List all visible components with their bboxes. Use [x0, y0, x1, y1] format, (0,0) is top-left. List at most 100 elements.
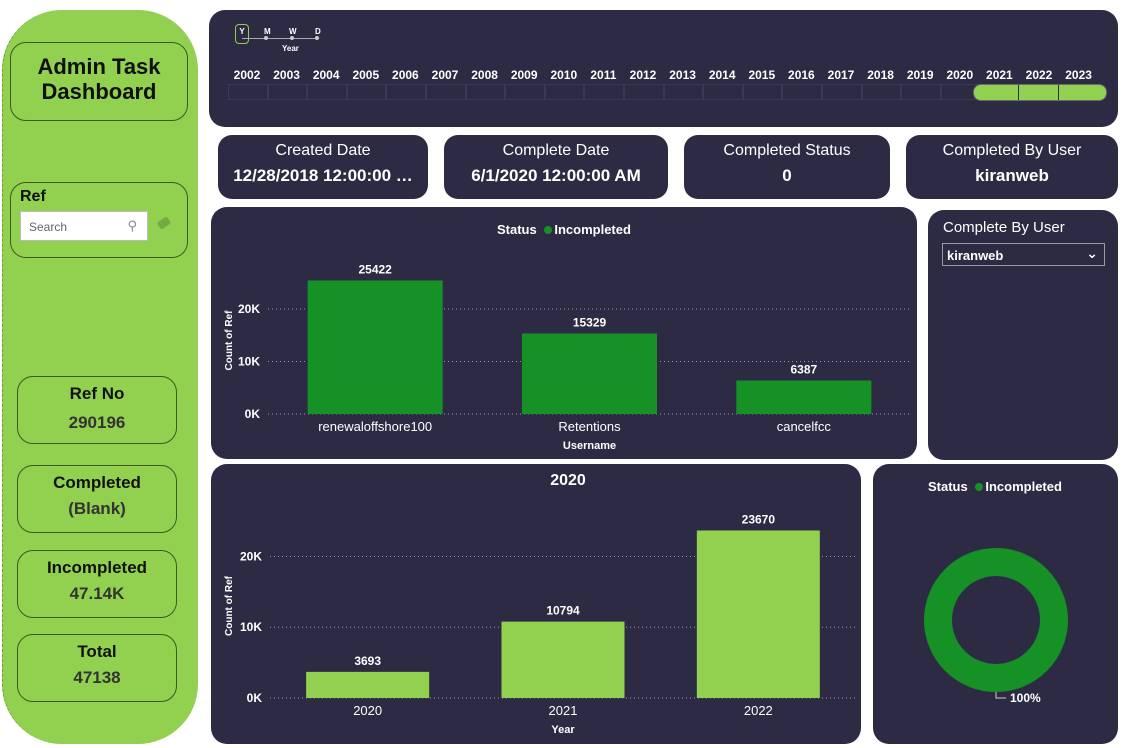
granularity-month[interactable]: M: [264, 27, 271, 36]
timeline-cell[interactable]: [742, 84, 783, 100]
year-chart-panel: 0K 10K 20K 3693 2020 10794 2021 23670 2022 Year Co…: [211, 464, 861, 744]
y-tick-label: 0K: [247, 691, 263, 705]
ref-search-input[interactable]: Search ⚲: [20, 211, 148, 241]
selection-divider: [1018, 85, 1019, 100]
x-tick-label: Retentions: [558, 419, 621, 434]
card-label: Completed By User: [942, 142, 1082, 159]
x-tick-label: 2020: [353, 703, 382, 718]
donut-data-label: 100%: [1010, 691, 1041, 705]
status-donut-chart: 100%: [924, 548, 1068, 705]
kpi-label: Completed: [53, 473, 141, 492]
timeline-cell[interactable]: [663, 84, 704, 100]
card-label: Complete Date: [502, 142, 610, 159]
granularity-track: [242, 38, 318, 39]
timeline-year[interactable]: 2009: [510, 68, 538, 82]
timeline-cell[interactable]: [703, 84, 743, 100]
card-complete-date: Complete Date 6/1/2020 12:00:00 AM: [444, 135, 668, 199]
timeline-year[interactable]: 2014: [708, 68, 736, 82]
timeline-cell[interactable]: [386, 84, 426, 100]
x-tick-label: 2022: [744, 703, 773, 718]
kpi-value: 290196: [68, 413, 126, 432]
timeline-selection[interactable]: [973, 84, 1107, 101]
legend-marker: [544, 226, 553, 234]
timeline-cell[interactable]: [901, 84, 941, 100]
kpi-label: Incompleted: [46, 558, 148, 577]
timeline-year[interactable]: 2012: [629, 68, 657, 82]
granularity-dot: [315, 36, 319, 40]
bar-data-label: 10794: [546, 604, 580, 618]
timeline-slicer: Y M W D Year 2002 2003 2004 2005 2006 2007 200…: [209, 10, 1118, 127]
card-completed-status: Completed Status 0: [684, 135, 890, 199]
granularity-year[interactable]: Y: [235, 24, 249, 44]
timeline-cell[interactable]: [426, 84, 466, 100]
timeline-year[interactable]: 2013: [669, 68, 696, 82]
timeline-year[interactable]: 2021: [986, 68, 1013, 82]
card-label: Completed Status: [723, 142, 851, 159]
timeline-year[interactable]: 2015: [748, 68, 776, 82]
timeline-year[interactable]: 2008: [471, 68, 498, 82]
timeline-year[interactable]: 2023: [1065, 68, 1092, 82]
y-tick-label: 20K: [240, 549, 262, 563]
timeline-year[interactable]: 2019: [906, 68, 934, 82]
timeline-cell[interactable]: [624, 84, 664, 100]
granularity-dot: [290, 36, 294, 40]
selection-divider: [1058, 85, 1059, 100]
timeline-cell[interactable]: [861, 84, 902, 100]
eraser-icon[interactable]: [156, 216, 172, 230]
dropdown-label: Complete By User: [943, 219, 1065, 236]
kpi-label: Ref No: [69, 384, 125, 403]
dashboard-title-line2: Dashboard: [41, 79, 157, 104]
timeline-year[interactable]: 2006: [392, 68, 419, 82]
donut-leader-line: [995, 692, 1006, 699]
y-tick-label: 0K: [245, 407, 261, 421]
bar: [306, 671, 430, 698]
timeline-cell[interactable]: [307, 84, 347, 100]
timeline-year[interactable]: 2016: [788, 68, 815, 82]
y-axis-title: Count of Ref: [224, 575, 235, 636]
year-bar-chart: 0K 10K 20K 3693 2020 10794 2021 23670 2022 Year Co…: [224, 472, 856, 736]
donut-legend: Status Incompleted: [928, 479, 1062, 494]
search-icon: ⚲: [127, 218, 137, 233]
timeline-cell[interactable]: [782, 84, 822, 100]
x-tick-label: cancelfcc: [777, 419, 832, 434]
bar: [522, 333, 657, 414]
timeline-year[interactable]: 2004: [312, 68, 340, 82]
kpi-value: 47.14K: [69, 584, 125, 603]
timeline-cell[interactable]: [584, 84, 624, 100]
timeline-cell[interactable]: [228, 84, 268, 100]
ref-slicer-label: Ref: [20, 188, 46, 205]
kpi-value: (Blank): [68, 499, 126, 518]
granularity-week[interactable]: W: [289, 27, 297, 36]
timeline-year[interactable]: 2010: [550, 68, 578, 82]
timeline-year[interactable]: 2018: [867, 68, 894, 82]
timeline-year[interactable]: 2022: [1025, 68, 1053, 82]
timeline-year[interactable]: 2005: [352, 68, 380, 82]
chart-legend: Status Incompleted: [497, 222, 631, 237]
granularity-dot: [264, 36, 268, 40]
timeline-year[interactable]: 2002: [233, 68, 261, 82]
bar: [696, 530, 820, 698]
user-dropdown[interactable]: kiranweb ⌄: [942, 243, 1105, 266]
legend-marker: [975, 483, 984, 491]
card-created-date: Created Date 12/28/2018 12:00:00 …: [218, 135, 428, 199]
timeline-year[interactable]: 2003: [273, 68, 300, 82]
timeline-cell[interactable]: [544, 84, 585, 100]
granularity-day[interactable]: D: [315, 27, 321, 36]
timeline-cell[interactable]: [465, 84, 506, 100]
timeline-year[interactable]: 2007: [431, 68, 459, 82]
bar-data-label: 15329: [573, 316, 607, 330]
card-value: 0: [782, 166, 792, 185]
username-chart-panel: Status Incompleted 0K 10K 20K 25422 renewalo…: [211, 207, 917, 459]
timeline-year[interactable]: 2011: [590, 68, 617, 82]
bar-data-label: 6387: [790, 362, 817, 376]
timeline-cell[interactable]: [505, 84, 545, 100]
timeline-cell[interactable]: [346, 84, 387, 100]
timeline-year[interactable]: 2020: [946, 68, 974, 82]
dropdown-value: kiranweb: [947, 248, 1004, 263]
kpi-value: 47138: [73, 668, 121, 687]
timeline-cell[interactable]: [822, 84, 862, 100]
timeline-year[interactable]: 2017: [827, 68, 855, 82]
ref-search-placeholder: Search: [29, 220, 68, 234]
timeline-cell[interactable]: [267, 84, 308, 100]
